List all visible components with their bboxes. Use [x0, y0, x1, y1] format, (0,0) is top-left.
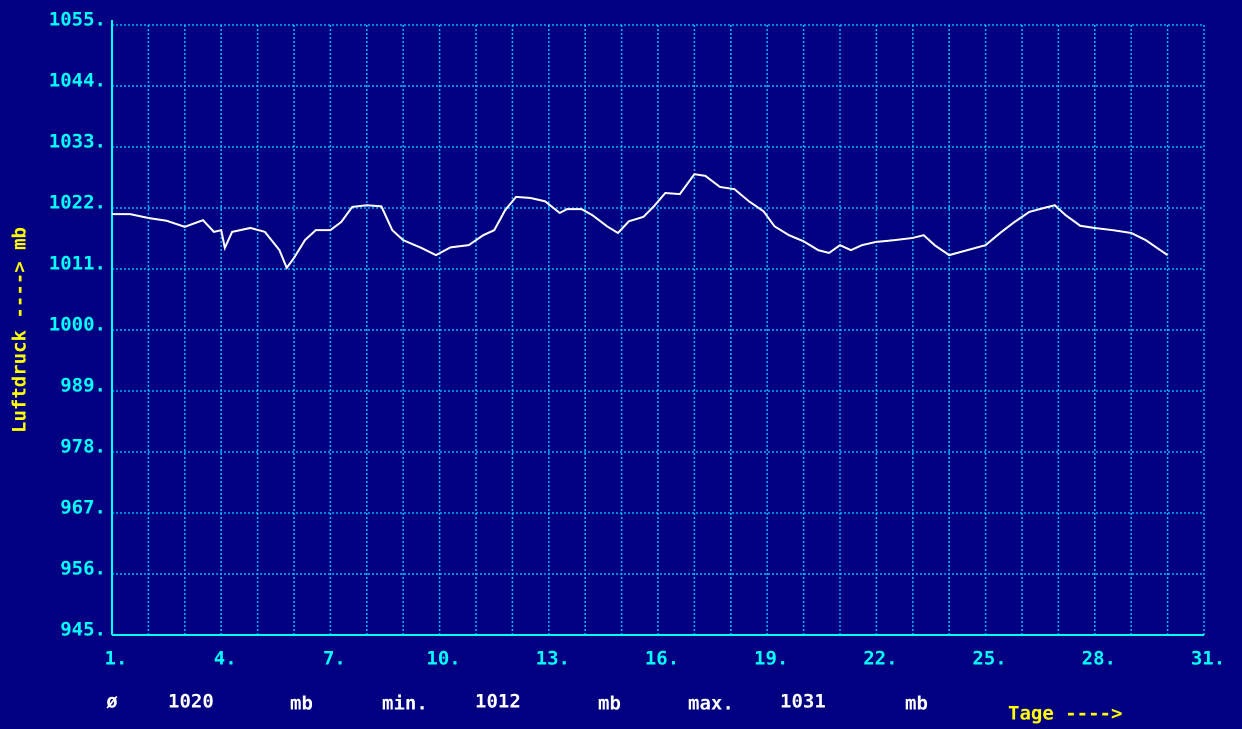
- unit: mb: [598, 693, 621, 715]
- min-value: 1012: [475, 691, 521, 713]
- x-axis-label: Tage ---->: [1008, 703, 1122, 725]
- y-tick-label: 1055.: [49, 9, 106, 31]
- x-tick-label: 1.: [105, 648, 128, 670]
- footer: ø 1020 mb min. 1012 mb max. 1031 mb: [106, 691, 928, 715]
- unit: mb: [290, 693, 313, 715]
- y-tick-label: 978.: [60, 436, 106, 458]
- y-tick-label: 989.: [60, 375, 106, 397]
- x-tick-label: 16.: [645, 648, 679, 670]
- unit: mb: [905, 693, 928, 715]
- x-tick-label: 31.: [1191, 648, 1225, 670]
- y-tick-label: 1011.: [49, 253, 106, 275]
- mean-symbol: ø: [106, 691, 118, 713]
- x-tick-label: 28.: [1082, 648, 1116, 670]
- x-tick-label: 7.: [323, 648, 346, 670]
- min-label: min.: [382, 693, 428, 715]
- y-tick-label: 956.: [60, 558, 106, 580]
- x-tick-label: 22.: [863, 648, 897, 670]
- y-tick-label: 967.: [60, 497, 106, 519]
- max-label: max.: [688, 693, 734, 715]
- y-tick-label: 1000.: [49, 314, 106, 336]
- y-tick-label: 1033.: [49, 131, 106, 153]
- y-axis-label: Luftdruck ----> mb: [9, 227, 31, 433]
- y-tick-label: 1044.: [49, 70, 106, 92]
- y-tick-label: 1022.: [49, 192, 106, 214]
- mean-value: 1020: [168, 691, 214, 713]
- x-tick-label: 19.: [754, 648, 788, 670]
- x-tick-label: 10.: [426, 648, 460, 670]
- y-tick-label: 945.: [60, 619, 106, 641]
- x-tick-label: 25.: [972, 648, 1006, 670]
- data-line: [112, 173, 1169, 270]
- max-value: 1031: [780, 691, 826, 713]
- x-tick-label: 4.: [214, 648, 237, 670]
- x-tick-label: 13.: [536, 648, 570, 670]
